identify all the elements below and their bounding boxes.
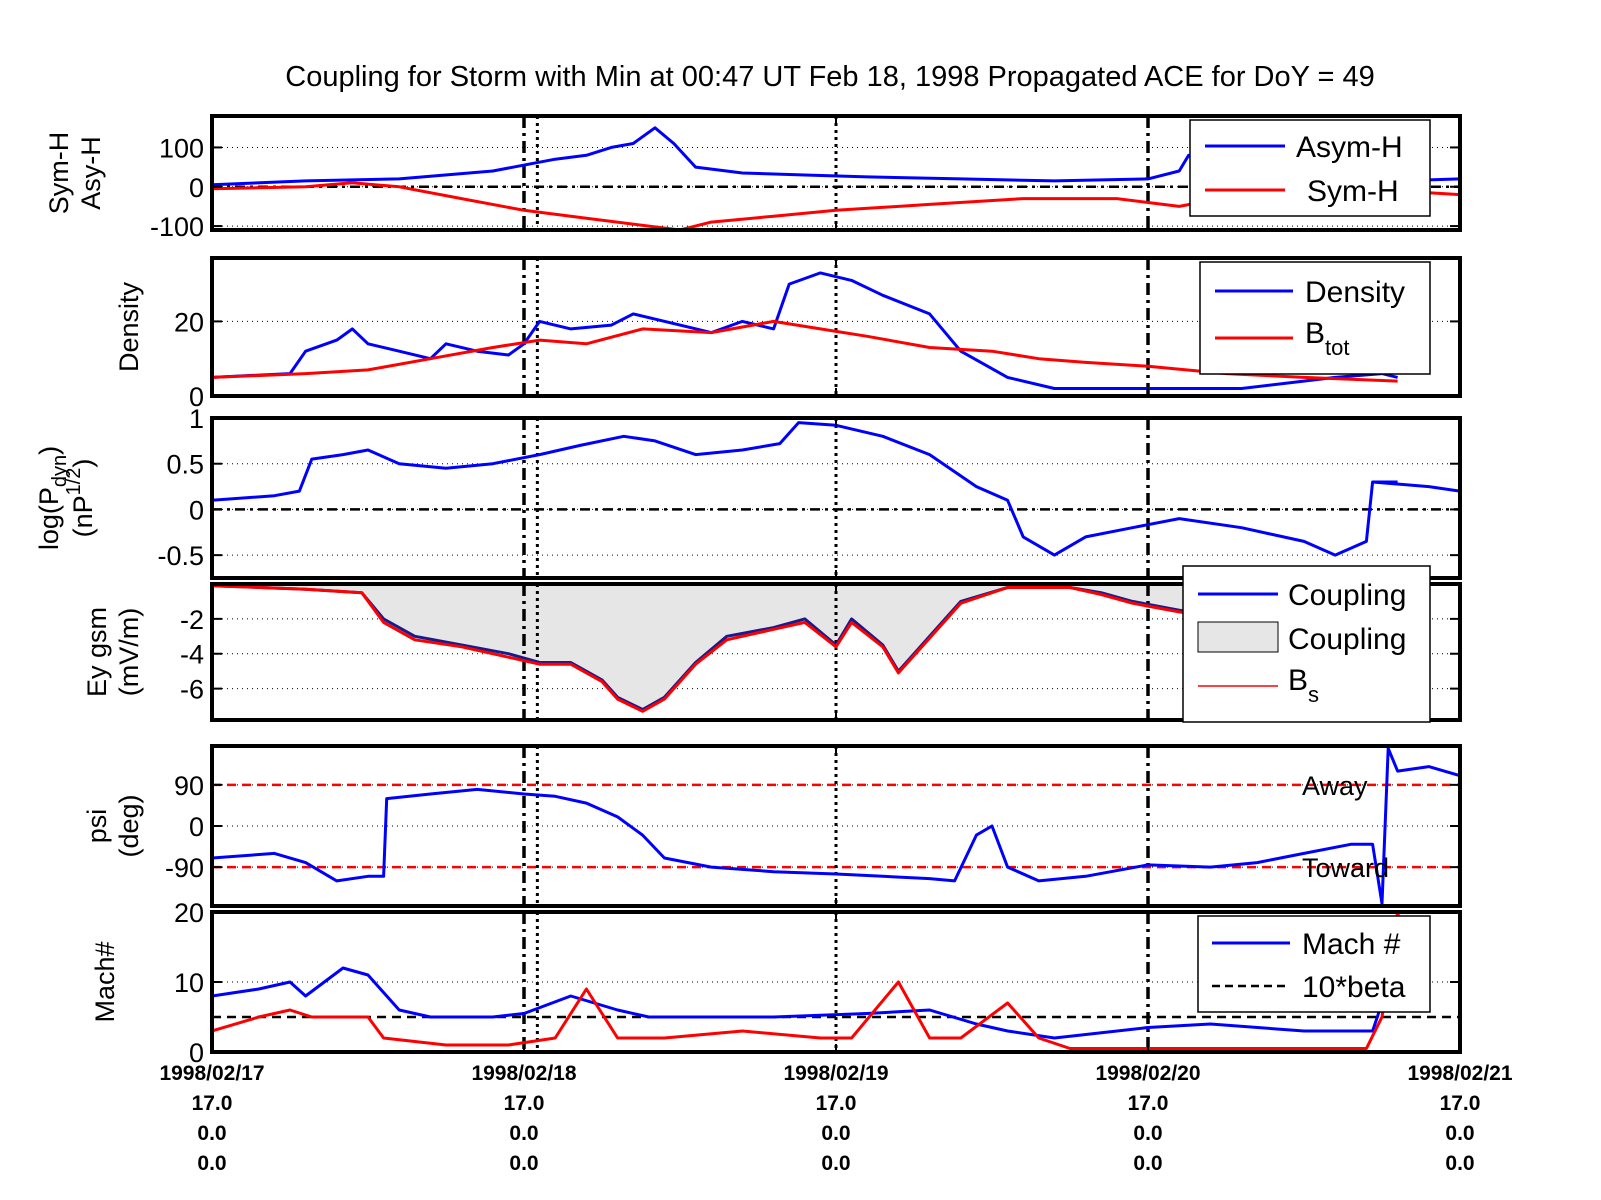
legend-box xyxy=(1189,119,1431,217)
y-axis-label-line2: (nP1/2) xyxy=(63,459,98,538)
y-tick-label: 0.5 xyxy=(166,450,204,480)
x-tick-label-row3: 0.0 xyxy=(509,1122,538,1145)
legend-panel-6: Mach # 10*beta xyxy=(1197,915,1431,1013)
plot-area-3 xyxy=(212,418,1460,578)
y-axis-label: Density xyxy=(114,281,144,372)
x-tick-label-row2: 17.0 xyxy=(192,1092,233,1115)
series-line-log-p-dyn-late xyxy=(1372,480,1460,493)
y-tick-label: -100 xyxy=(150,212,204,242)
legend-label-coupling-line: Coupling xyxy=(1288,579,1406,612)
legend-label-mach: Mach # xyxy=(1302,928,1401,961)
y-axis-label-text: Density xyxy=(114,281,144,372)
y-tick-label: 90 xyxy=(174,771,204,801)
y-tick-label: 0 xyxy=(189,382,204,412)
panel-4: -2 -4 -6 Ey gsm (mV/m) Coupling Coupling Bs xyxy=(82,565,1462,723)
x-tick-label-row2: 17.0 xyxy=(816,1092,857,1115)
x-tick-label-row3: 0.0 xyxy=(1133,1122,1162,1145)
y-tick-label: -0.5 xyxy=(157,541,204,571)
y-tick-label: -6 xyxy=(180,675,204,705)
x-tick-label-row4: 0.0 xyxy=(821,1152,850,1175)
y-tick-label: 1 xyxy=(189,404,204,434)
panel-2: 20 0 Density Density Btot xyxy=(114,256,1462,412)
legend-panel-1: Asym-H Sym-H xyxy=(1189,119,1431,217)
y-axis-label-line1: Sym-H xyxy=(44,132,74,215)
legend-panel-4: Coupling Coupling Bs xyxy=(1182,565,1431,723)
y-tick-label: 100 xyxy=(159,133,204,163)
x-tick-label-row4: 0.0 xyxy=(197,1152,226,1175)
y-tick-label: 0 xyxy=(189,1038,204,1068)
y-axis-label-line1: log(Pdyn) xyxy=(34,446,71,550)
y-tick-label: 10 xyxy=(174,968,204,998)
y-axis-label-line1: Ey gsm xyxy=(82,607,112,697)
series-line-10-beta xyxy=(212,912,1430,1050)
x-tick-label-row3: 0.0 xyxy=(1445,1122,1474,1145)
y-axis-label: Mach# xyxy=(90,941,120,1022)
legend-label-coupling-area: Coupling xyxy=(1288,623,1406,656)
x-tick-label-date: 1998/02/17 xyxy=(159,1062,264,1085)
series-line-coupling xyxy=(212,584,1384,711)
panel-5: 90 0 -90 psi (deg) Away Toward xyxy=(82,744,1462,908)
y-tick-label: 0 xyxy=(189,173,204,203)
y-axis-label-text: Mach# xyxy=(90,941,120,1022)
y-axis-label: log(Pdyn)(nP1/2) xyxy=(34,446,98,550)
legend-label-density: Density xyxy=(1305,276,1405,309)
y-axis-label-line2: (mV/m) xyxy=(114,608,144,696)
y-tick-label: -90 xyxy=(165,853,204,883)
y-axis-label-line1: psi xyxy=(82,809,112,844)
x-tick-label-row3: 0.0 xyxy=(821,1122,850,1145)
series-line-b-s xyxy=(212,584,1384,713)
series-line-log-p-dyn- xyxy=(212,421,1398,557)
annotation-toward: Toward xyxy=(1302,853,1389,883)
y-tick-label: 0 xyxy=(189,495,204,525)
x-axis-labels: 1998/02/17 17.0 0.0 0.0 1998/02/18 17.0 0.0 0.0… xyxy=(159,1062,1512,1175)
series-line-psi xyxy=(212,746,1460,906)
coupling-area xyxy=(212,584,1382,710)
y-axis-label: Sym-H Asy-H xyxy=(44,132,106,215)
y-tick-label: 20 xyxy=(174,898,204,928)
legend-label-asym-h: Asym-H xyxy=(1296,131,1403,164)
y-axis-label: Ey gsm (mV/m) xyxy=(82,607,144,697)
series-line-density xyxy=(212,271,1398,390)
legend-box xyxy=(1199,261,1431,375)
panel-3: 1 0.5 0 -0.5 log(Pdyn)(nP1/2) xyxy=(34,404,1462,580)
legend-label-btot: Btot xyxy=(1305,317,1349,360)
x-tick-label-row2: 17.0 xyxy=(504,1092,545,1115)
y-tick-label: -4 xyxy=(180,640,204,670)
x-tick-label-row4: 0.0 xyxy=(1133,1152,1162,1175)
legend-label-beta: 10*beta xyxy=(1302,971,1406,1004)
y-axis-label-line2: Asy-H xyxy=(76,136,106,210)
plot-area-5 xyxy=(212,746,1460,906)
legend-swatch-coupling-area xyxy=(1197,621,1279,653)
x-tick-label-date: 1998/02/19 xyxy=(783,1062,888,1085)
chart-title: Coupling for Storm with Min at 00:47 UT … xyxy=(285,61,1374,93)
legend-label-bs: Bs xyxy=(1288,664,1319,707)
x-tick-label-row2: 17.0 xyxy=(1128,1092,1169,1115)
x-tick-label-row2: 17.0 xyxy=(1440,1092,1481,1115)
legend-box xyxy=(1197,915,1431,1013)
x-tick-label-row4: 0.0 xyxy=(509,1152,538,1175)
y-tick-label: -2 xyxy=(180,605,204,635)
legend-label-sym-h: Sym-H xyxy=(1307,175,1399,208)
x-tick-label-row4: 0.0 xyxy=(1445,1152,1474,1175)
x-tick-label-row3: 0.0 xyxy=(197,1122,226,1145)
annotation-away: Away xyxy=(1302,771,1368,801)
x-tick-label-date: 1998/02/21 xyxy=(1407,1062,1512,1085)
y-axis-label-line2: (deg) xyxy=(114,794,144,857)
series-line-mach- xyxy=(212,966,1431,1040)
y-axis-label: psi (deg) xyxy=(82,794,144,857)
y-tick-label: 20 xyxy=(174,307,204,337)
x-tick-label-date: 1998/02/20 xyxy=(1095,1062,1200,1085)
series-line-b-tot xyxy=(212,319,1398,383)
panel-6: 20 10 0 Mach# Mach # 10*beta xyxy=(90,898,1462,1068)
x-tick-label-date: 1998/02/18 xyxy=(471,1062,576,1085)
legend-panel-2: Density Btot xyxy=(1199,261,1431,375)
y-tick-label: 0 xyxy=(189,812,204,842)
